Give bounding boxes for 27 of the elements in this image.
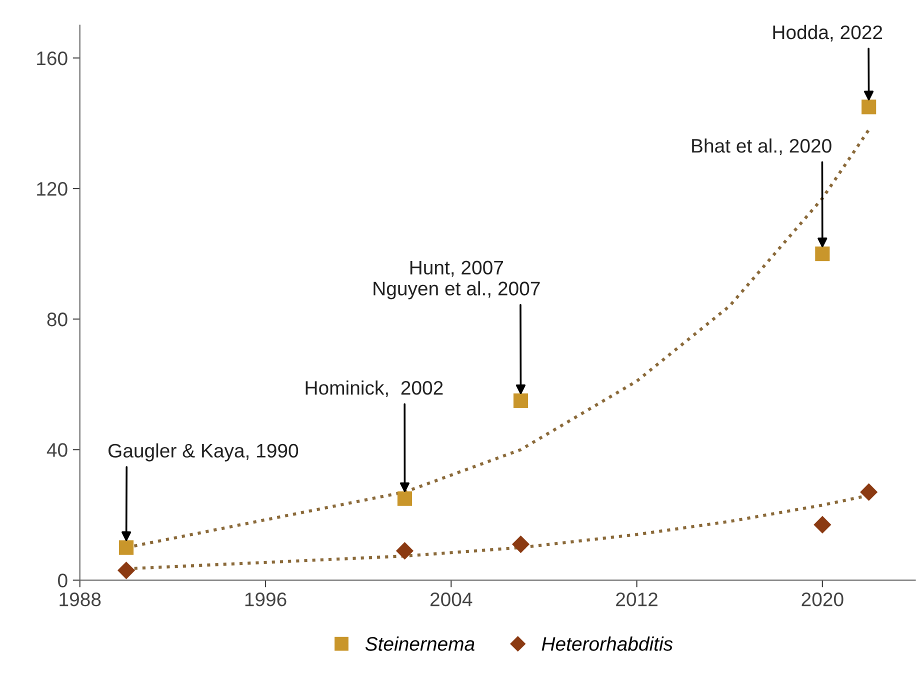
y-tick-label: 40 bbox=[46, 443, 68, 457]
legend-label: Heterorhabditis bbox=[542, 636, 673, 651]
annotation: Bhat et al., 2020 bbox=[692, 138, 832, 156]
y-tick-label: 120 bbox=[37, 182, 68, 196]
y-tick-label: 160 bbox=[37, 51, 68, 66]
point bbox=[814, 516, 832, 534]
point bbox=[397, 491, 412, 506]
point bbox=[396, 542, 414, 560]
annotation: Hodda, 2022 bbox=[773, 24, 882, 42]
y-tick-label: 80 bbox=[47, 312, 68, 326]
annotation: Hunt, 2007 Nguyen et al., 2007 bbox=[374, 260, 540, 300]
point bbox=[815, 246, 830, 262]
x-tick-label: 1996 bbox=[245, 592, 286, 606]
annotation: Gaugler & Kaya, 1990 bbox=[108, 443, 298, 462]
x-tick-label: 2004 bbox=[430, 592, 472, 606]
point bbox=[118, 540, 134, 555]
point bbox=[512, 536, 530, 554]
x-tick-label: 2020 bbox=[802, 592, 844, 606]
point bbox=[860, 483, 878, 501]
annotation: Hominick, 2002 bbox=[306, 380, 443, 398]
x-tick-label: 2012 bbox=[616, 592, 658, 606]
point bbox=[862, 100, 876, 114]
point bbox=[117, 562, 136, 580]
point bbox=[513, 393, 528, 408]
legend-label: Steinernema bbox=[365, 636, 474, 651]
x-tick-label: 1988 bbox=[60, 592, 101, 606]
y-tick-label: 0 bbox=[58, 574, 68, 588]
